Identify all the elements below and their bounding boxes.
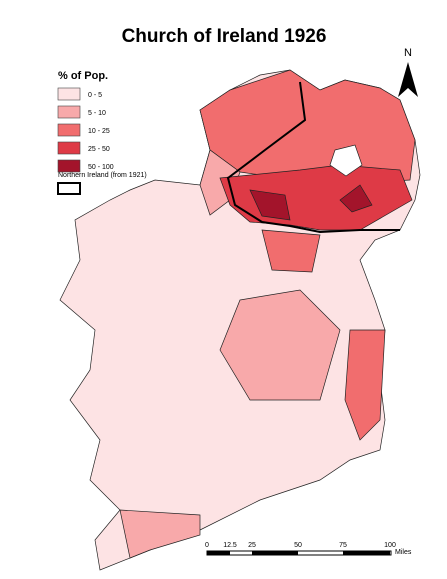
scale-bar: Miles 0 12.5 25 50 75 100 [205,542,412,556]
lake [329,144,363,177]
legend-boundary-label: Northern Ireland (from 1921) [58,172,147,179]
region [119,509,201,559]
region [249,189,291,221]
legend: % of Pop. Northern Ireland (from 1921) 0… [57,70,147,195]
northern-ireland-border [226,81,400,234]
north-label: N [404,47,412,59]
scale-label: 50 [294,542,302,549]
scale-label: 25 [248,542,256,549]
map-title: Church of Ireland 1926 [122,26,327,47]
scale-segment [207,551,230,555]
scale-unit: Miles [395,549,412,556]
legend-swatch [57,105,81,119]
legend-label: 0 - 5 [88,92,102,99]
north-arrow-shape [398,62,418,97]
legend-swatch [57,87,81,101]
legend-boundary-swatch [57,182,81,195]
map [59,69,421,571]
legend-label: 50 - 100 [88,164,114,171]
region [344,329,386,441]
scale-label: 0 [205,542,209,549]
legend-swatch [57,159,81,173]
region [219,289,341,401]
legend-swatch [57,141,81,155]
scale-label: 12.5 [223,542,237,549]
legend-label: 10 - 25 [88,128,110,135]
legend-swatch [57,123,81,137]
scale-segment [343,551,390,555]
legend-title: % of Pop. [58,70,108,82]
region [261,229,321,273]
legend-label: 5 - 10 [88,110,106,117]
region [339,184,373,213]
scale-label: 100 [384,542,396,549]
scale-label: 75 [339,542,347,549]
scale-segment [252,551,298,555]
legend-label: 25 - 50 [88,146,110,153]
north-arrow: N [398,47,418,97]
